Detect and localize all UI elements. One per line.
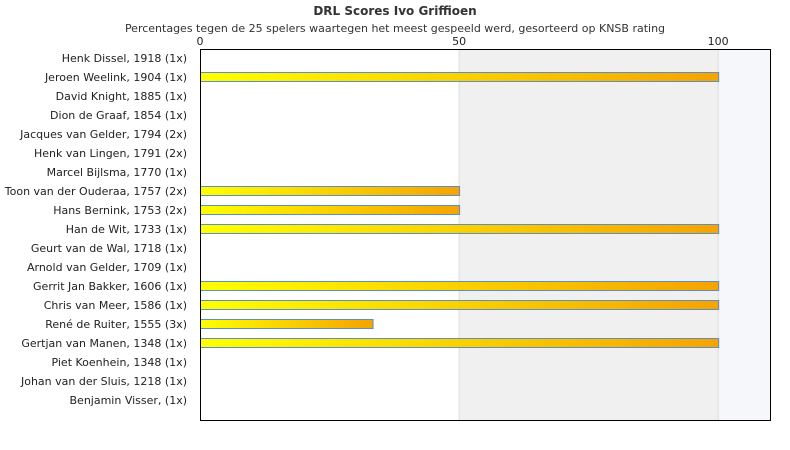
y-category-label: Jeroen Weelink, 1904 (1x) <box>44 71 187 84</box>
y-category-label: Jacques van Gelder, 1794 (2x) <box>19 128 187 141</box>
x-tick-label: 0 <box>197 35 204 48</box>
background-band <box>718 49 770 420</box>
y-category-label: Gerrit Jan Bakker, 1606 (1x) <box>33 280 187 293</box>
y-category-label: Gertjan van Manen, 1348 (1x) <box>21 337 187 350</box>
y-category-label: Piet Koenhein, 1348 (1x) <box>51 356 187 369</box>
bar <box>200 205 461 215</box>
bar <box>200 319 374 329</box>
y-category-label: Benjamin Visser, (1x) <box>70 394 188 407</box>
y-category-label: Johan van der Sluis, 1218 (1x) <box>20 375 187 388</box>
bar <box>200 281 720 291</box>
y-category-label: René de Ruiter, 1555 (3x) <box>45 318 187 331</box>
background-band <box>459 49 719 420</box>
bar <box>200 72 720 82</box>
background-band <box>200 49 460 420</box>
x-tick-label: 50 <box>452 35 466 48</box>
y-category-label: Chris van Meer, 1586 (1x) <box>44 299 187 312</box>
y-category-label: Marcel Bijlsma, 1770 (1x) <box>47 166 187 179</box>
y-category-label: Henk van Lingen, 1791 (2x) <box>34 147 187 160</box>
x-tick-label: 100 <box>708 35 729 48</box>
plot-frame <box>200 49 771 421</box>
bar <box>200 300 720 310</box>
y-category-label: Toon van der Ouderaa, 1757 (2x) <box>4 185 187 198</box>
chart-subtitle: Percentages tegen de 25 spelers waartege… <box>124 22 666 35</box>
bar <box>200 186 461 196</box>
y-category-label: Geurt van de Wal, 1718 (1x) <box>31 242 187 255</box>
chart-title: DRL Scores Ivo Griffioen <box>313 4 477 18</box>
bar <box>200 224 720 234</box>
y-category-label: Arnold van Gelder, 1709 (1x) <box>27 261 187 274</box>
y-category-label: Henk Dissel, 1918 (1x) <box>62 52 187 65</box>
y-category-label: David Knight, 1885 (1x) <box>56 90 187 103</box>
bar <box>200 338 720 348</box>
y-category-label: Hans Bernink, 1753 (2x) <box>53 204 187 217</box>
y-category-label: Dion de Graaf, 1854 (1x) <box>50 109 187 122</box>
y-category-label: Han de Wit, 1733 (1x) <box>66 223 187 236</box>
